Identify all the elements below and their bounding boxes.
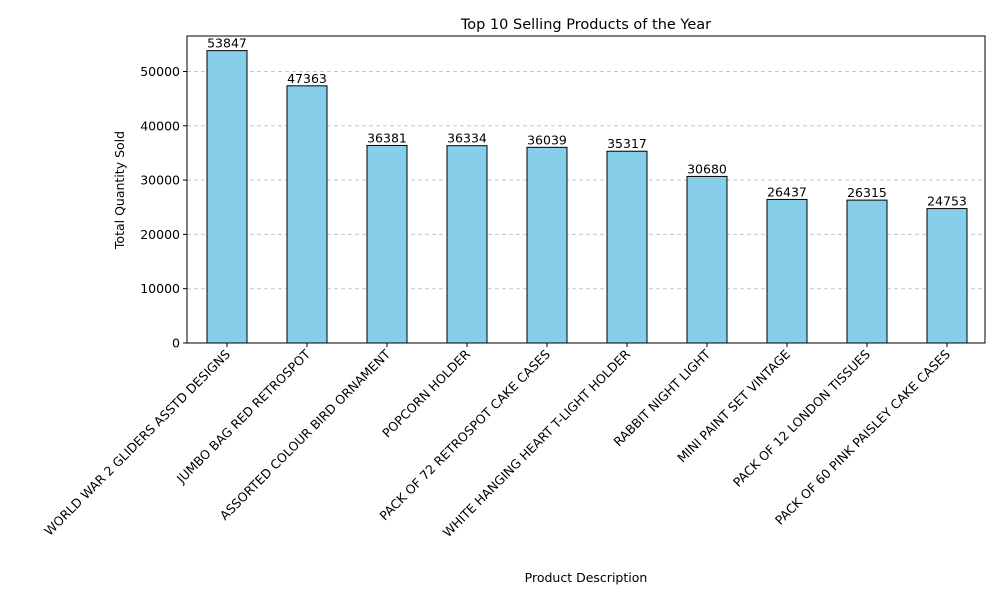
bar-value-label: 35317 <box>607 136 647 151</box>
y-tick-label: 30000 <box>140 173 180 188</box>
bar-value-label: 24753 <box>927 194 967 209</box>
y-tick-label: 50000 <box>140 64 180 79</box>
x-axis-label: Product Description <box>525 570 648 585</box>
bar-value-label: 47363 <box>287 71 327 86</box>
bar-value-label: 30680 <box>687 161 727 176</box>
bar-value-label: 26315 <box>847 185 887 200</box>
y-tick-label: 10000 <box>140 281 180 296</box>
bar-value-label: 36334 <box>447 131 487 146</box>
bar <box>526 146 568 344</box>
bar <box>206 50 248 344</box>
bars <box>206 50 968 344</box>
bar <box>686 175 728 344</box>
bar <box>766 198 808 344</box>
x-tick-label: ASSORTED COLOUR BIRD ORNAMENT <box>217 346 394 523</box>
bar <box>926 208 968 344</box>
y-axis-label: Total Quantity Sold <box>112 131 127 250</box>
bar <box>446 145 488 344</box>
x-tick-label: JUMBO BAG RED RETROSPOT <box>173 346 313 486</box>
bar <box>846 199 888 344</box>
bar <box>606 150 648 344</box>
y-tick-label: 40000 <box>140 118 180 133</box>
x-tick-label: WHITE HANGING HEART T-LIGHT HOLDER <box>440 346 634 540</box>
chart-title: Top 10 Selling Products of the Year <box>460 17 711 33</box>
x-tick-label: PACK OF 60 PINK PAISLEY CAKE CASES <box>772 346 953 527</box>
bar <box>286 85 328 344</box>
x-tick-label: POPCORN HOLDER <box>379 346 473 440</box>
x-tick-label: PACK OF 12 LONDON TISSUES <box>730 346 873 489</box>
y-tick-label: 20000 <box>140 227 180 242</box>
x-tick-label: WORLD WAR 2 GLIDERS ASSTD DESIGNS <box>41 346 233 538</box>
data-labels: 53847 47363 36381 36334 36039 35317 30680 26437… <box>207 36 967 209</box>
x-tick-label: PACK OF 72 RETROSPOT CAKE CASES <box>376 346 553 523</box>
bar-value-label: 53847 <box>207 36 247 51</box>
y-axis-ticks: 0 10000 20000 30000 40000 50000 <box>140 64 187 351</box>
y-tick-label: 0 <box>172 336 180 351</box>
plot-frame <box>186 35 986 344</box>
bar-value-label: 36039 <box>527 132 567 147</box>
bar-value-label: 36381 <box>367 130 407 145</box>
bar <box>366 144 408 344</box>
bar-value-label: 26437 <box>767 184 807 199</box>
